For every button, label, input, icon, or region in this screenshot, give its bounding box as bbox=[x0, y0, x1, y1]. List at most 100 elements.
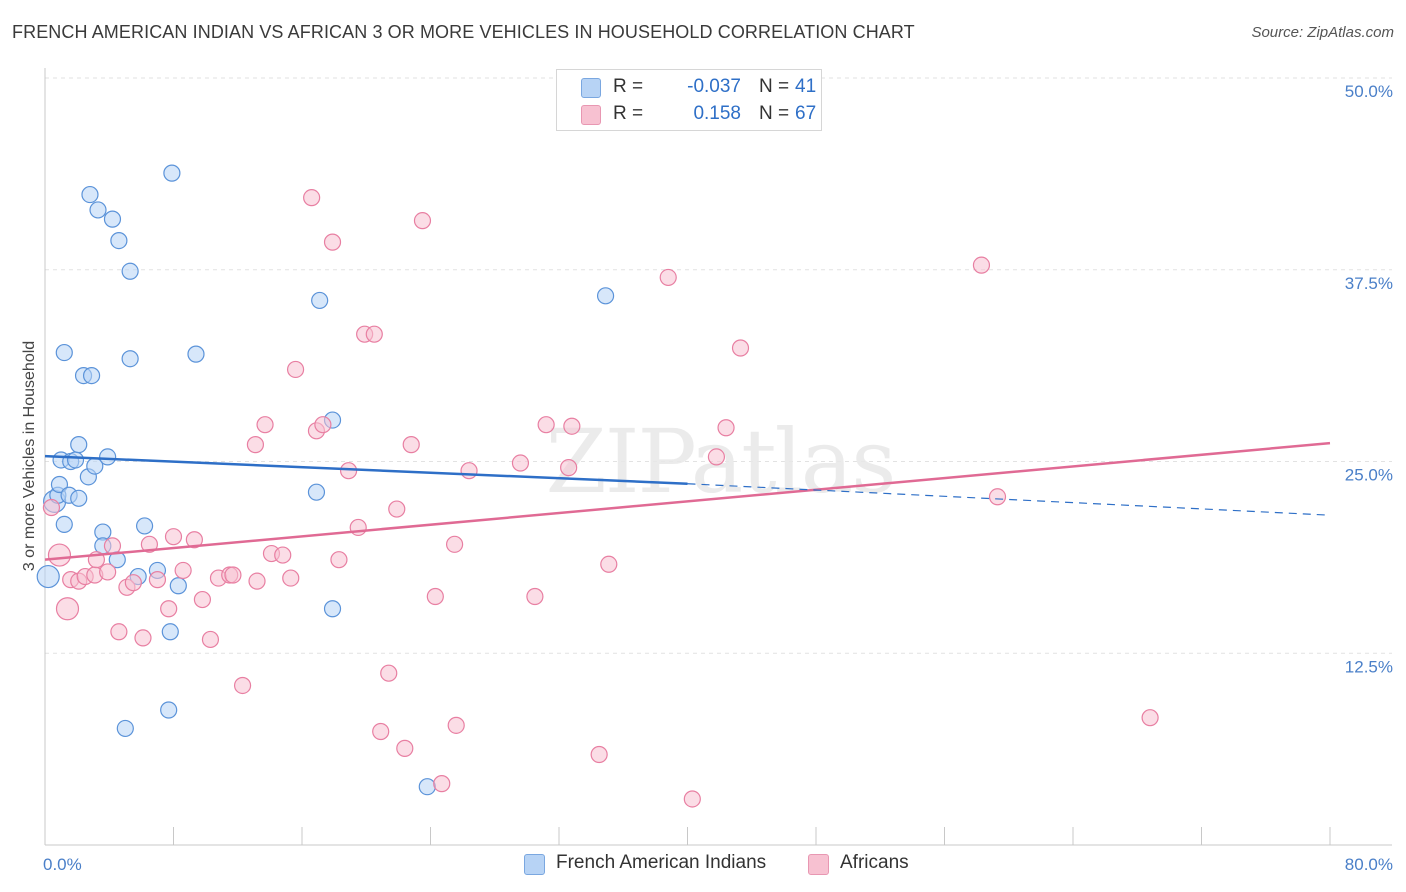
data-point bbox=[683, 790, 701, 808]
data-point bbox=[224, 566, 242, 584]
data-point bbox=[256, 416, 274, 434]
data-point bbox=[445, 535, 464, 553]
data-point bbox=[286, 360, 305, 379]
trend-line-french-solid bbox=[44, 454, 688, 485]
y-tick-label: 25.0% bbox=[1345, 466, 1393, 485]
trend-lines bbox=[44, 441, 1331, 561]
y-tick-labels: 12.5% 25.0% 37.5% 50.0% bbox=[1345, 82, 1393, 676]
data-point bbox=[303, 189, 321, 207]
y-tick-label: 50.0% bbox=[1345, 82, 1393, 101]
data-point bbox=[460, 462, 478, 480]
data-point bbox=[563, 417, 581, 435]
data-point bbox=[274, 546, 292, 564]
data-point bbox=[339, 462, 358, 480]
y-axis-title: 3 or more Vehicles in Household bbox=[21, 341, 38, 571]
data-point bbox=[248, 572, 266, 590]
data-point bbox=[201, 630, 220, 649]
data-point bbox=[433, 775, 451, 793]
data-point bbox=[99, 448, 117, 466]
chart-title: FRENCH AMERICAN INDIAN VS AFRICAN 3 OR M… bbox=[12, 22, 915, 42]
data-point bbox=[246, 436, 265, 454]
legend-r-value: 0.158 bbox=[693, 103, 741, 124]
legend-n-value: 41 bbox=[795, 76, 817, 97]
data-point bbox=[988, 488, 1007, 506]
legend-swatch-french bbox=[524, 854, 545, 875]
data-point bbox=[330, 551, 348, 569]
data-point bbox=[55, 515, 73, 533]
data-point bbox=[135, 517, 154, 535]
data-point bbox=[148, 571, 167, 589]
data-point bbox=[66, 451, 85, 469]
data-point bbox=[70, 489, 88, 507]
data-point bbox=[81, 185, 99, 204]
data-point bbox=[323, 600, 342, 618]
data-point bbox=[140, 535, 159, 553]
data-point bbox=[47, 543, 72, 567]
data-point bbox=[42, 498, 61, 517]
data-point bbox=[388, 500, 406, 518]
data-point bbox=[121, 350, 139, 368]
data-point bbox=[707, 448, 726, 466]
data-point bbox=[163, 164, 181, 182]
data-point bbox=[380, 664, 398, 682]
data-point bbox=[600, 555, 618, 573]
data-point bbox=[590, 745, 608, 764]
data-point bbox=[311, 291, 329, 310]
y-tick-label: 12.5% bbox=[1345, 657, 1393, 676]
x-tick-label: 0.0% bbox=[43, 855, 82, 874]
data-point bbox=[365, 325, 383, 343]
data-point bbox=[282, 569, 300, 587]
data-point bbox=[731, 339, 750, 357]
legend-n-label: N = bbox=[759, 103, 790, 124]
data-point bbox=[164, 528, 183, 546]
legend-label: French American Indians bbox=[556, 852, 767, 873]
data-point bbox=[99, 563, 117, 581]
data-point bbox=[124, 574, 142, 592]
data-point bbox=[110, 232, 128, 250]
data-point bbox=[161, 623, 179, 641]
data-point bbox=[174, 561, 192, 580]
data-point bbox=[537, 416, 555, 434]
data-point bbox=[314, 416, 332, 434]
legend-label: Africans bbox=[840, 852, 909, 873]
series-africans bbox=[42, 189, 1159, 808]
data-point bbox=[511, 454, 530, 472]
data-point bbox=[447, 716, 465, 734]
data-point bbox=[560, 459, 578, 477]
data-point bbox=[103, 210, 122, 228]
legend-r-value: -0.037 bbox=[687, 76, 741, 97]
data-point bbox=[972, 256, 991, 274]
data-point bbox=[402, 436, 420, 454]
data-point bbox=[717, 419, 735, 437]
x-tick-label: 80.0% bbox=[1345, 855, 1393, 874]
legend-n-label: N = bbox=[759, 76, 790, 97]
legend-r-label: R = bbox=[613, 76, 644, 97]
legend-swatch-africans bbox=[808, 854, 829, 875]
legend-swatch-africans bbox=[581, 105, 601, 125]
gridlines bbox=[45, 77, 1392, 654]
data-point bbox=[307, 483, 326, 501]
data-point bbox=[169, 577, 187, 595]
data-point bbox=[160, 701, 178, 719]
data-point bbox=[426, 587, 444, 606]
data-point bbox=[82, 366, 101, 385]
data-point bbox=[349, 518, 367, 537]
series-legend: French American Indians Africans bbox=[0, 852, 1406, 878]
data-point bbox=[233, 676, 252, 695]
data-point bbox=[55, 343, 73, 362]
data-point bbox=[193, 590, 212, 609]
data-point bbox=[187, 345, 205, 363]
y-tick-label: 37.5% bbox=[1345, 274, 1393, 293]
data-point bbox=[1141, 709, 1159, 727]
data-point bbox=[596, 287, 615, 305]
data-point bbox=[526, 587, 544, 606]
trend-line-french-dashed bbox=[687, 483, 1331, 516]
data-point bbox=[121, 262, 139, 280]
data-point bbox=[116, 719, 134, 738]
data-point bbox=[413, 212, 432, 230]
correlation-legend: R = -0.037 N = 41 R = 0.158 N = 67 bbox=[556, 69, 822, 131]
data-point bbox=[323, 233, 342, 251]
data-point bbox=[36, 564, 60, 589]
data-point bbox=[396, 739, 414, 757]
